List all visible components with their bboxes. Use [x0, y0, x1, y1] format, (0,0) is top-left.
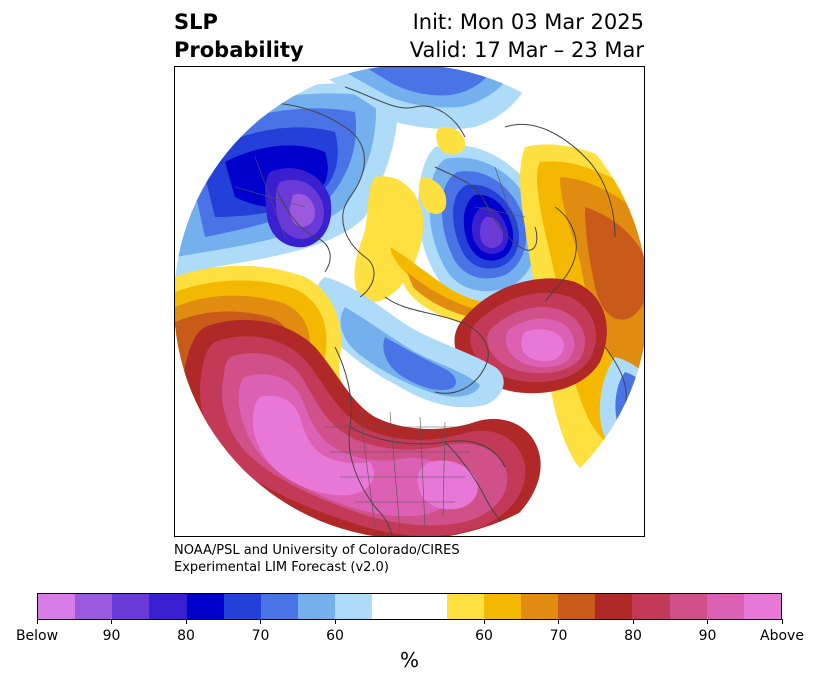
colorbar-segment-below-1	[75, 594, 113, 619]
credit-line-2: Experimental LIM Forecast (v2.0)	[174, 560, 389, 575]
colorbar-segment-above-2	[521, 594, 559, 619]
variable-label: SLP	[174, 10, 218, 34]
colorbar-tick-mark	[185, 619, 187, 624]
colorbar-segment-below-0	[38, 594, 76, 619]
colorbar-unit: %	[399, 648, 419, 672]
colorbar-tick-label: 60	[326, 628, 344, 644]
colorbar-tick-mark	[260, 619, 261, 624]
colorbar-segment-above-5	[632, 594, 670, 619]
colorbar-segment-below-4	[186, 594, 224, 619]
polar-map	[174, 66, 645, 537]
init-date: Init: Mon 03 Mar 2025	[412, 10, 644, 34]
above-normal-band-center	[354, 126, 560, 331]
probability-map-svg	[175, 67, 644, 536]
colorbar-segment-above-7	[706, 594, 744, 619]
colorbar-tick-label: 70	[549, 628, 568, 644]
below-normal-region-canada	[313, 277, 504, 408]
colorbar-segment-below-8	[335, 594, 373, 619]
above-normal-high-north-pacific	[454, 278, 607, 394]
colorbar-tick-mark	[334, 619, 336, 624]
colorbar-tick-mark	[36, 619, 38, 624]
north-pole-marker	[405, 297, 415, 307]
colorbar-tick-mark	[483, 619, 485, 624]
colorbar-segment-above-1	[483, 594, 522, 619]
colorbar-segment-above-8	[743, 594, 782, 619]
credit-text: NOAA/PSL and University of Colorado/CIRE…	[174, 542, 460, 576]
colorbar-tick-label: 90	[698, 628, 717, 644]
colorbar-tick-label: Above	[760, 628, 804, 644]
colorbar-tick-label: 80	[177, 628, 195, 644]
product-label: Probability	[174, 38, 304, 62]
forecast-dates: Init: Mon 03 Mar 2025 Valid: 17 Mar – 23…	[410, 8, 644, 64]
colorbar-segment-below-5	[223, 594, 261, 619]
colorbar-tick-label: Below	[15, 628, 59, 644]
colorbar-segment-above-3	[558, 594, 596, 619]
colorbar-segment-above-6	[669, 594, 707, 619]
colorbar-segment-below-6	[260, 594, 299, 619]
colorbar-tick-mark	[632, 619, 634, 624]
probability-field	[175, 67, 644, 536]
colorbar-segment-below-7	[298, 594, 336, 619]
valid-date: Valid: 17 Mar – 23 Mar	[409, 38, 644, 62]
colorbar-tick-label: 90	[102, 628, 121, 644]
colorbar-segment-above-0	[446, 594, 484, 619]
colorbar-segment-below-3	[149, 594, 187, 619]
map-title: SLP Probability	[174, 8, 304, 64]
colorbar-tick-label: 60	[475, 628, 493, 644]
colorbar-tick-label: 80	[624, 628, 642, 644]
colorbar-segment-below-2	[112, 594, 150, 619]
colorbar-tick-mark	[781, 619, 783, 624]
colorbar-tick-mark	[707, 619, 708, 624]
colorbar-segment-neutral	[372, 594, 447, 619]
colorbar-segment-above-4	[595, 594, 633, 619]
colorbar-tick-mark	[111, 619, 112, 624]
state-borders	[234, 156, 526, 533]
colorbar-tick-label: 70	[251, 628, 270, 644]
colorbar	[37, 593, 782, 620]
credit-line-1: NOAA/PSL and University of Colorado/CIRE…	[174, 543, 460, 558]
colorbar-tick-mark	[558, 619, 559, 624]
below-normal-region-north	[305, 67, 535, 130]
